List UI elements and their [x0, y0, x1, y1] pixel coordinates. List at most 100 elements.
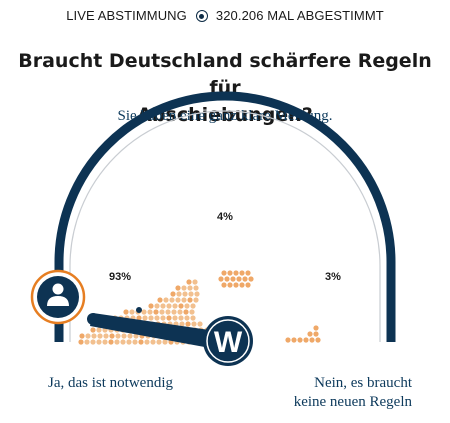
vote-dot-undecided [227, 270, 233, 276]
vote-dot-yes [154, 315, 160, 321]
answer-no-line-2: keine neuen Regeln [293, 394, 412, 410]
vote-dot-undecided [245, 270, 251, 276]
vote-dot-yes [156, 339, 162, 345]
vote-dot-yes [108, 339, 114, 345]
vote-dot-yes [97, 333, 103, 339]
vote-dot-no [313, 331, 319, 337]
gauge-percent-yes: 93% [109, 271, 132, 283]
gauge-arc [54, 91, 396, 342]
gauge-needle-cap [87, 313, 99, 325]
vote-dot-yes [186, 279, 192, 285]
vote-dot-yes [150, 339, 156, 345]
vote-dot-yes [187, 297, 193, 303]
vote-dot-yes [153, 309, 159, 315]
vote-dot-yes [159, 309, 165, 315]
vote-dot-no [291, 337, 297, 343]
vote-dot-yes [192, 279, 198, 285]
answer-no[interactable]: Nein, es braucht keine neuen Regeln [232, 374, 412, 412]
live-voting-label: LIVE ABSTIMMUNG [66, 8, 187, 23]
vote-dot-undecided [224, 276, 230, 282]
vote-dot-yes [138, 339, 144, 345]
vote-dot-yes [126, 339, 132, 345]
vote-dot-yes [184, 303, 190, 309]
vote-dot-yes [193, 297, 199, 303]
vote-dot-yes [132, 339, 138, 345]
vote-dot-yes [115, 333, 121, 339]
vote-dot-no [313, 325, 319, 331]
gauge-percent-undecided: 4% [217, 211, 233, 223]
vote-dot-yes [169, 297, 175, 303]
vote-dot-undecided [236, 276, 242, 282]
vote-dot-yes [160, 315, 166, 321]
live-voting-bar: LIVE ABSTIMMUNG 320.206 MAL ABGESTIMMT [0, 8, 450, 23]
answer-yes[interactable]: Ja, das ist notwendig [48, 375, 173, 391]
vote-dot-yes [85, 333, 91, 339]
vote-dot-yes [148, 303, 154, 309]
vote-dot-yes [162, 339, 168, 345]
vote-dot-undecided [221, 270, 227, 276]
vote-count-label: 320.206 MAL ABGESTIMMT [215, 8, 384, 23]
vote-dot-yes [179, 321, 185, 327]
vote-dot-yes [176, 291, 182, 297]
vote-dot-undecided [227, 282, 233, 288]
vote-dot-no [315, 337, 321, 343]
vote-dot-yes [163, 297, 169, 303]
vote-dot-undecided [230, 276, 236, 282]
vote-dot-yes [84, 339, 90, 345]
gauge-percent-no: 3% [325, 271, 341, 283]
vote-dot-yes [142, 315, 148, 321]
gauge-marker-dot [136, 307, 142, 313]
brand-w-letter: W [214, 326, 243, 359]
vote-dot-yes [147, 309, 153, 315]
vote-dot-yes [191, 321, 197, 327]
live-indicator-icon [195, 10, 208, 22]
vote-dot-yes [90, 339, 96, 345]
vote-dot-yes [178, 303, 184, 309]
vote-dot-undecided [221, 282, 227, 288]
vote-dot-yes [90, 327, 96, 333]
gauge-needle [90, 313, 223, 350]
vote-dot-yes [141, 309, 147, 315]
gauge-arc-inner [69, 110, 381, 342]
vote-dot-yes [127, 333, 133, 339]
vote-dot-yes [103, 333, 109, 339]
vote-dot-yes [197, 321, 203, 327]
vote-dot-yes [96, 339, 102, 345]
vote-dot-yes [177, 309, 183, 315]
vote-dot-yes [160, 303, 166, 309]
brand-w-logo: W [203, 316, 253, 366]
vote-dot-undecided [245, 282, 251, 288]
vote-dot-yes [194, 291, 200, 297]
vote-dot-yes [185, 321, 191, 327]
vote-dot-yes [171, 309, 177, 315]
vote-dot-undecided [233, 270, 239, 276]
vote-dot-yes [96, 327, 102, 333]
vote-dot-yes [183, 309, 189, 315]
poll-question-line-2: Abschiebungen? [137, 104, 313, 126]
vote-dot-yes [182, 291, 188, 297]
vote-dot-yes [79, 333, 85, 339]
vote-dot-yes [109, 333, 115, 339]
vote-dot-undecided [233, 282, 239, 288]
vote-dot-yes [170, 291, 176, 297]
vote-dot-yes [157, 297, 163, 303]
vote-dot-yes [181, 285, 187, 291]
vote-dot-yes [129, 309, 135, 315]
answer-no-line-1: Nein, es braucht [314, 375, 412, 391]
vote-dot-yes [121, 333, 127, 339]
vote-dot-yes [193, 285, 199, 291]
vote-dot-yes [172, 315, 178, 321]
vote-dot-yes [102, 339, 108, 345]
dots-cluster-no [285, 325, 321, 343]
vote-dot-yes [154, 303, 160, 309]
vote-dot-yes [91, 333, 97, 339]
vote-dot-yes [188, 291, 194, 297]
vote-dot-yes [190, 315, 196, 321]
vote-dot-yes [178, 315, 184, 321]
vote-dot-undecided [248, 276, 254, 282]
vote-dot-no [309, 337, 315, 343]
vote-dot-yes [136, 315, 142, 321]
vote-dot-yes [114, 339, 120, 345]
vote-dot-yes [184, 315, 190, 321]
